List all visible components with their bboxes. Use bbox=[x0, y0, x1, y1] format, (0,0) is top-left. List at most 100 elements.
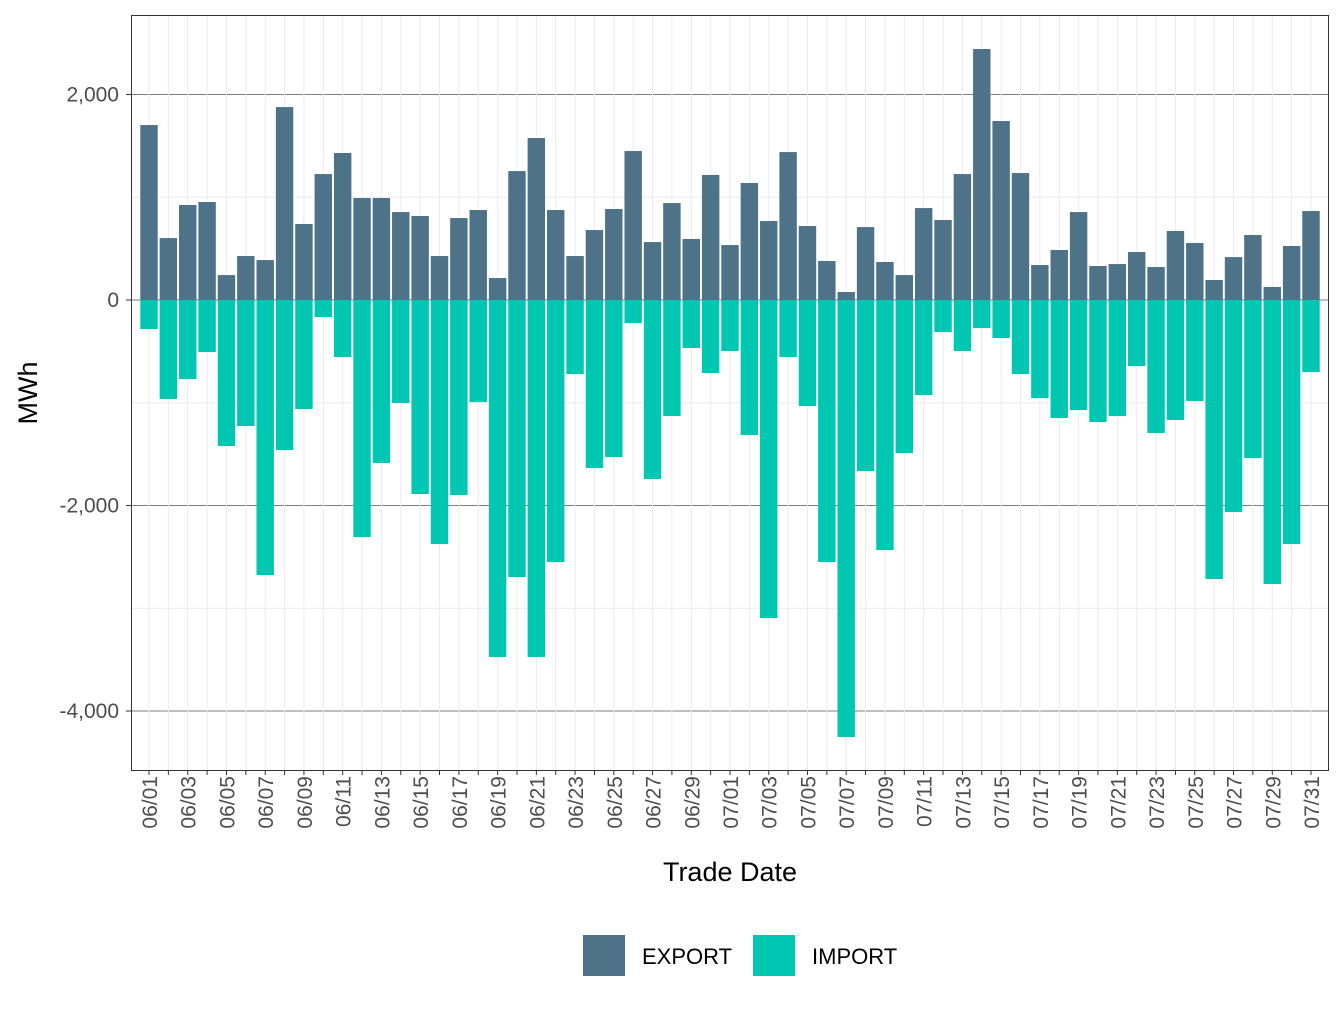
x-tick-label: 06/15 bbox=[410, 776, 433, 829]
bar-import bbox=[256, 300, 274, 575]
x-tick-label: 06/11 bbox=[333, 776, 356, 827]
bar-export bbox=[740, 182, 759, 301]
bar-import bbox=[779, 300, 797, 358]
bar-import bbox=[546, 300, 565, 563]
bar-export bbox=[837, 292, 855, 301]
legend-key-export bbox=[583, 935, 625, 976]
x-tick-label: 07/29 bbox=[1262, 776, 1285, 829]
bar-export bbox=[430, 256, 449, 301]
bar-export bbox=[1127, 252, 1146, 301]
bar-export bbox=[1108, 264, 1127, 301]
x-tick-label: 06/09 bbox=[294, 776, 317, 829]
x-tick-label: 07/23 bbox=[1146, 776, 1169, 829]
bar-export bbox=[372, 197, 391, 301]
bar-export bbox=[585, 230, 604, 301]
bar-export bbox=[953, 174, 972, 301]
bar-import bbox=[740, 300, 759, 436]
bar-import bbox=[430, 300, 449, 545]
bar-export bbox=[256, 260, 274, 301]
bar-import bbox=[1224, 300, 1243, 512]
legend: EXPORT IMPORT bbox=[583, 935, 897, 976]
x-axis: 06/01 06/03 06/05 06/07 06/09 06/11 06/13 06/15… bbox=[139, 770, 1324, 829]
x-axis-title: Trade Date bbox=[663, 857, 797, 887]
x-tick-label: 07/27 bbox=[1224, 776, 1247, 829]
bar-export bbox=[721, 245, 739, 301]
bar-import bbox=[992, 300, 1010, 339]
bar-export bbox=[488, 278, 507, 301]
bar-import bbox=[895, 300, 914, 454]
bar-import bbox=[372, 300, 391, 463]
bar-import bbox=[1069, 300, 1088, 411]
x-tick-label: 07/17 bbox=[1030, 776, 1053, 829]
bar-import bbox=[527, 300, 546, 657]
bar-import bbox=[1031, 300, 1049, 399]
bar-import bbox=[140, 300, 158, 330]
legend-label-import: IMPORT bbox=[812, 944, 897, 969]
x-tick-label: 06/13 bbox=[371, 776, 394, 829]
bars bbox=[140, 49, 1320, 738]
bar-export bbox=[333, 152, 352, 301]
bar-import bbox=[1166, 300, 1185, 421]
x-tick-label: 07/25 bbox=[1185, 776, 1208, 829]
x-tick-label: 06/17 bbox=[449, 776, 472, 829]
x-tick-label: 07/15 bbox=[991, 776, 1014, 829]
bar-import bbox=[934, 300, 952, 332]
x-tick-label: 06/03 bbox=[178, 776, 201, 829]
x-tick-label: 06/19 bbox=[488, 776, 511, 829]
bar-import bbox=[1205, 300, 1223, 579]
bar-import bbox=[798, 300, 817, 407]
bar-import bbox=[1186, 300, 1204, 402]
bar-import bbox=[1127, 300, 1146, 366]
y-axis: 2,000 0 -2,000 -4,000 bbox=[59, 84, 131, 723]
bar-export bbox=[159, 238, 178, 301]
bar-import bbox=[179, 300, 197, 380]
y-tick-label: -2,000 bbox=[59, 495, 119, 518]
bar-export bbox=[1089, 266, 1107, 301]
bar-import bbox=[1302, 300, 1320, 373]
bar-import bbox=[314, 300, 333, 317]
bar-import bbox=[1244, 300, 1262, 459]
bar-export bbox=[314, 174, 333, 301]
x-tick-label: 07/05 bbox=[797, 776, 820, 829]
x-tick-label: 06/21 bbox=[526, 776, 549, 829]
bar-import bbox=[585, 300, 604, 469]
bar-export bbox=[237, 256, 255, 301]
bar-import bbox=[837, 300, 855, 738]
x-tick-label: 06/27 bbox=[643, 776, 666, 829]
bar-export bbox=[895, 275, 914, 301]
bar-import bbox=[469, 300, 487, 403]
bar-import bbox=[1011, 300, 1030, 375]
bar-export bbox=[217, 275, 236, 301]
x-tick-label: 07/11 bbox=[914, 776, 937, 827]
bar-import bbox=[701, 300, 720, 373]
bar-export bbox=[701, 174, 720, 301]
bar-import bbox=[682, 300, 700, 349]
bar-export bbox=[914, 208, 933, 301]
bar-export bbox=[411, 215, 429, 301]
bar-export bbox=[140, 125, 158, 301]
bar-import bbox=[876, 300, 894, 551]
bar-export bbox=[992, 121, 1010, 301]
bar-export bbox=[779, 152, 797, 301]
bar-import bbox=[333, 300, 352, 358]
x-tick-label: 06/29 bbox=[681, 776, 704, 829]
bar-export bbox=[1224, 257, 1243, 301]
bar-import bbox=[760, 300, 778, 619]
x-tick-label: 06/23 bbox=[565, 776, 588, 829]
bar-import bbox=[973, 300, 991, 329]
bar-import bbox=[237, 300, 255, 426]
bar-import bbox=[1089, 300, 1107, 422]
bar-export bbox=[1263, 286, 1281, 301]
x-tick-label: 06/07 bbox=[255, 776, 278, 829]
bar-export bbox=[876, 262, 894, 301]
bar-export bbox=[624, 151, 642, 301]
bar-export bbox=[798, 226, 817, 301]
bar-export bbox=[1011, 173, 1030, 301]
bar-export bbox=[353, 197, 371, 301]
bar-export bbox=[605, 208, 623, 301]
legend-key-import bbox=[753, 935, 795, 976]
bar-import bbox=[1263, 300, 1281, 585]
bar-import bbox=[392, 300, 410, 403]
bar-import bbox=[353, 300, 371, 538]
bar-import bbox=[914, 300, 933, 396]
